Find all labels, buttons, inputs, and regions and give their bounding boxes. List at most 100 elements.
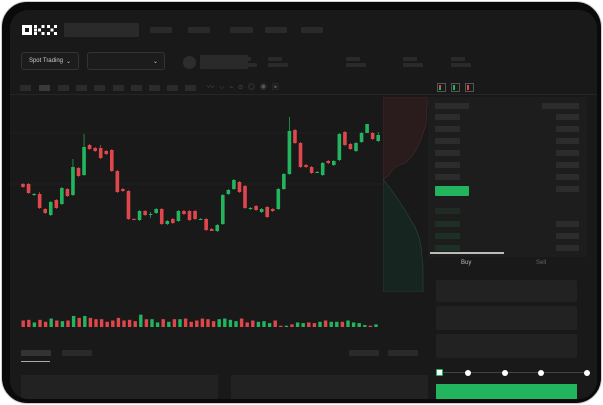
okx-logo[interactable] [22, 25, 60, 35]
candle-body [376, 135, 380, 141]
volume-bar [223, 318, 227, 327]
stat-label [268, 57, 282, 61]
buy-tab[interactable]: Buy [461, 260, 472, 266]
percent-slider-handle[interactable] [436, 369, 443, 376]
candle [21, 183, 25, 188]
depth-chart [383, 97, 429, 292]
timeframe-button[interactable] [113, 85, 124, 91]
volume-bar [116, 317, 121, 327]
nav-item[interactable] [150, 27, 172, 33]
candlestick-chart[interactable] [10, 95, 385, 335]
volume-bar [88, 317, 93, 327]
draw-icon[interactable]: ⌵ [219, 84, 230, 91]
bottom-action[interactable] [388, 350, 418, 356]
candle [37, 192, 42, 209]
volume-bar [200, 318, 205, 327]
candle-body [365, 124, 369, 133]
ask-amount [556, 174, 579, 180]
volume-bar [139, 314, 143, 327]
bids-only-icon[interactable] [451, 83, 460, 92]
volume-bar [368, 325, 373, 327]
asks-only-icon[interactable] [465, 83, 474, 92]
volume-bar [245, 322, 249, 327]
timeframe-button[interactable] [149, 85, 160, 91]
chevron-down-icon: ⌄ [66, 58, 72, 65]
volume-bar [49, 318, 53, 327]
candle [215, 224, 220, 232]
timeframe-button[interactable] [185, 85, 196, 91]
nav-item[interactable] [265, 27, 287, 33]
volume-bar [340, 321, 345, 327]
candle-body [137, 211, 142, 220]
slider-step-25[interactable] [465, 370, 471, 376]
candle-body [348, 144, 353, 149]
candle-body [193, 211, 197, 219]
candle [143, 210, 147, 216]
camera-icon[interactable]: ◎ [247, 84, 260, 91]
candle [337, 133, 342, 161]
candle [198, 218, 203, 220]
candle [76, 167, 81, 177]
fullscreen-icon[interactable]: ▣ [271, 84, 284, 91]
price-input[interactable] [436, 280, 577, 302]
nav-item[interactable] [188, 27, 210, 33]
candle [43, 208, 47, 214]
pair-dropdown[interactable]: ⌄ [87, 52, 165, 70]
timeframe-button[interactable] [58, 85, 69, 91]
stat-label [403, 57, 417, 61]
candle [343, 131, 347, 146]
volume-bar [60, 321, 65, 327]
stat-label [237, 57, 251, 61]
line-icon[interactable]: ∼ [229, 84, 239, 91]
candle [26, 183, 31, 194]
ruler-icon[interactable]: ⌀ [238, 84, 248, 91]
candle [320, 162, 325, 176]
slider-step-50[interactable] [502, 370, 508, 376]
candle-body [48, 202, 53, 215]
sell-tab[interactable]: Sell [536, 260, 547, 266]
timeframe-button[interactable] [131, 85, 142, 91]
volume-bar [189, 321, 193, 327]
percent-slider-track[interactable] [440, 372, 590, 373]
amount-input[interactable] [436, 306, 577, 330]
volume-bar [144, 319, 149, 327]
ask-amount [556, 126, 579, 132]
candle-body [115, 171, 120, 192]
candle [110, 149, 114, 172]
volume-bar [183, 318, 188, 327]
total-input[interactable] [436, 334, 577, 358]
candle-body [209, 229, 214, 231]
settings-icon[interactable]: ◉ [259, 84, 272, 91]
ask-amount [556, 150, 579, 156]
slider-step-100[interactable] [584, 370, 590, 376]
timeframe-button[interactable] [167, 85, 178, 91]
orderbook-header [435, 103, 469, 109]
nav-item[interactable] [230, 27, 253, 33]
volume-bar [239, 318, 244, 327]
tab-open-orders[interactable] [21, 350, 51, 356]
orderbook-header [542, 103, 579, 109]
volume-bar [206, 319, 210, 327]
candle-body [276, 189, 281, 209]
indicator-icon[interactable]: 〰 [207, 84, 219, 91]
chevron-down-icon: ⌄ [152, 58, 158, 65]
ask-price [435, 150, 460, 156]
buy-button[interactable] [436, 384, 577, 399]
both-sides-icon[interactable] [437, 83, 446, 92]
tab-order-history[interactable] [62, 350, 92, 356]
search-bar[interactable] [64, 23, 139, 37]
candle-body [126, 191, 131, 219]
nav-item[interactable] [301, 27, 323, 33]
slider-step-75[interactable] [538, 370, 544, 376]
volume-bar [27, 319, 31, 327]
candle [243, 185, 247, 209]
volume-bar [357, 323, 361, 327]
timeframe-button[interactable] [39, 85, 50, 91]
candle [304, 164, 308, 168]
timeframe-button[interactable] [94, 85, 105, 91]
timeframe-button[interactable] [20, 85, 31, 91]
timeframe-button[interactable] [76, 85, 87, 91]
bottom-action[interactable] [349, 350, 379, 356]
volume-bar [307, 322, 311, 327]
market-type-dropdown[interactable]: Spot Trading ⌄ [21, 52, 79, 70]
